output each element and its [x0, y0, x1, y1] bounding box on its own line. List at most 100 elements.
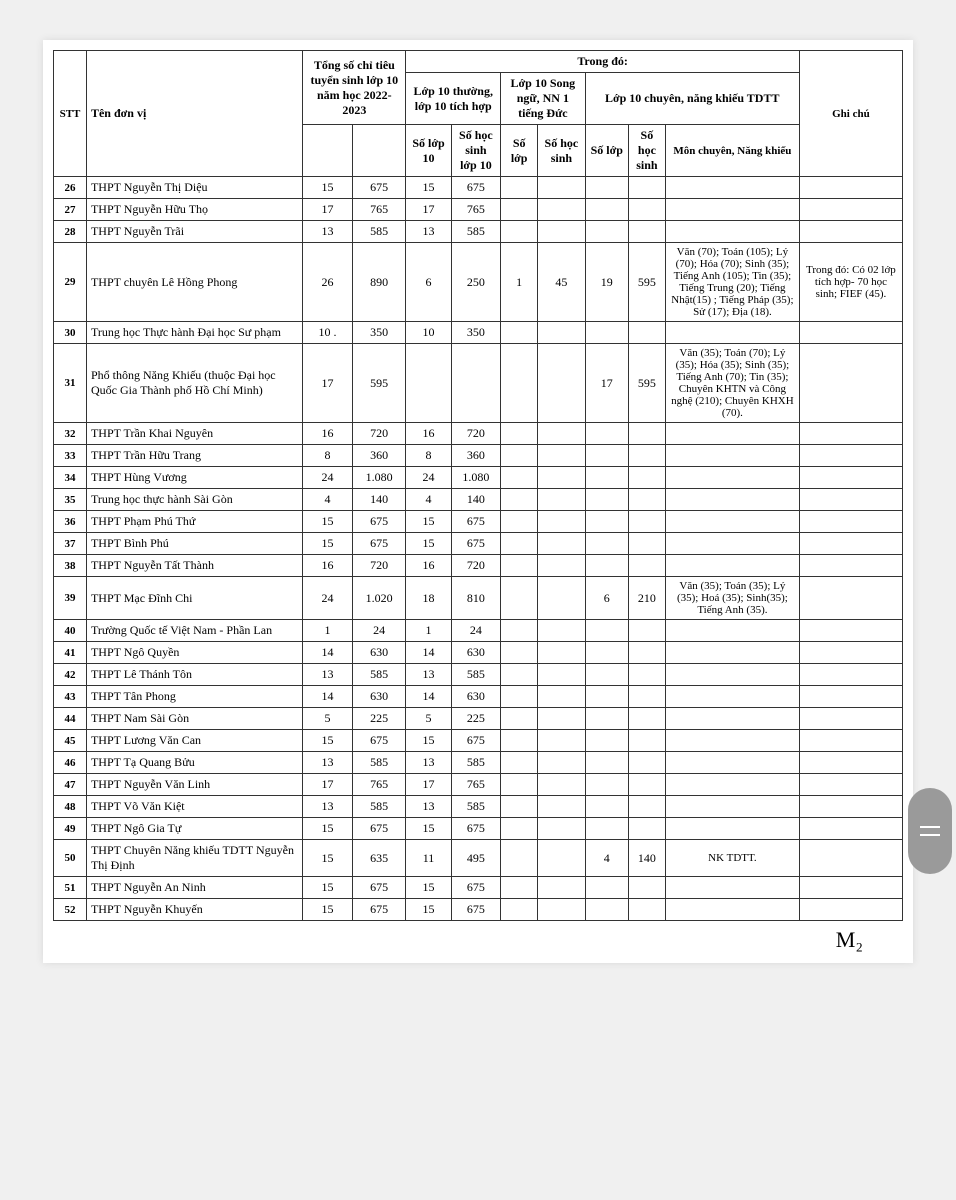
- cell-name: THPT Mạc Đĩnh Chi: [86, 577, 302, 620]
- cell-s2: [538, 445, 585, 467]
- cell-name: THPT Võ Văn Kiệt: [86, 796, 302, 818]
- cell-l2: [501, 730, 538, 752]
- cell-ghi: [799, 877, 902, 899]
- cell-mon: [665, 620, 799, 642]
- cell-l1: 13: [406, 796, 451, 818]
- cell-l1: [406, 344, 451, 423]
- table-row: 41THPT Ngô Quyền1463014630: [54, 642, 903, 664]
- cell-ts: 720: [352, 555, 406, 577]
- cell-stt: 35: [54, 489, 87, 511]
- cell-s3: 595: [628, 344, 665, 423]
- cell-l3: [585, 642, 628, 664]
- cell-name: THPT Tạ Quang Bửu: [86, 752, 302, 774]
- cell-s1: 630: [451, 686, 500, 708]
- cell-l2: [501, 752, 538, 774]
- cell-s2: [538, 840, 585, 877]
- cell-mon: [665, 774, 799, 796]
- cell-ts: 765: [352, 199, 406, 221]
- cell-l1: 15: [406, 877, 451, 899]
- cell-s1: [451, 344, 500, 423]
- cell-ghi: [799, 708, 902, 730]
- cell-ghi: [799, 818, 902, 840]
- cell-stt: 43: [54, 686, 87, 708]
- cell-ghi: [799, 322, 902, 344]
- cell-ts: 720: [352, 423, 406, 445]
- table-row: 45THPT Lương Văn Can1567515675: [54, 730, 903, 752]
- cell-ghi: [799, 840, 902, 877]
- cell-l2: [501, 840, 538, 877]
- cell-l3: 19: [585, 243, 628, 322]
- cell-tl: 15: [303, 730, 352, 752]
- cell-s3: [628, 899, 665, 921]
- cell-l3: [585, 730, 628, 752]
- cell-s3: 210: [628, 577, 665, 620]
- cell-mon: [665, 511, 799, 533]
- table-row: 48THPT Võ Văn Kiệt1358513585: [54, 796, 903, 818]
- cell-l2: [501, 489, 538, 511]
- cell-l1: 15: [406, 511, 451, 533]
- cell-name: THPT Lê Thánh Tôn: [86, 664, 302, 686]
- cell-ts: 350: [352, 322, 406, 344]
- cell-l2: [501, 511, 538, 533]
- cell-s1: 24: [451, 620, 500, 642]
- cell-mon: [665, 899, 799, 921]
- cell-ts: 24: [352, 620, 406, 642]
- cell-mon: Văn (35); Toán (35); Lý (35); Hoá (35); …: [665, 577, 799, 620]
- cell-ghi: [799, 344, 902, 423]
- signature: M₂: [53, 921, 903, 953]
- cell-l2: [501, 221, 538, 243]
- table-row: 49THPT Ngô Gia Tự1567515675: [54, 818, 903, 840]
- cell-ts: 675: [352, 877, 406, 899]
- cell-s1: 675: [451, 511, 500, 533]
- cell-ghi: [799, 796, 902, 818]
- cell-ts: 1.020: [352, 577, 406, 620]
- cell-name: THPT Tân Phong: [86, 686, 302, 708]
- cell-l3: [585, 445, 628, 467]
- cell-tl: 17: [303, 774, 352, 796]
- cell-mon: [665, 555, 799, 577]
- cell-l3: [585, 774, 628, 796]
- cell-ghi: [799, 774, 902, 796]
- cell-s1: 675: [451, 899, 500, 921]
- cell-s2: [538, 467, 585, 489]
- cell-s2: [538, 322, 585, 344]
- cell-mon: [665, 489, 799, 511]
- hdr-solop-s: Số lớp: [501, 125, 538, 177]
- cell-tl: 17: [303, 344, 352, 423]
- cell-tl: 15: [303, 840, 352, 877]
- cell-s1: 360: [451, 445, 500, 467]
- cell-ts: 675: [352, 818, 406, 840]
- cell-s3: [628, 642, 665, 664]
- cell-l3: [585, 177, 628, 199]
- cell-ghi: [799, 199, 902, 221]
- hdr-solop10: Số lớp 10: [406, 125, 451, 177]
- cell-s2: [538, 686, 585, 708]
- cell-mon: [665, 664, 799, 686]
- cell-tl: 26: [303, 243, 352, 322]
- cell-mon: [665, 818, 799, 840]
- hdr-ghichu: Ghi chú: [799, 51, 902, 177]
- cell-s2: [538, 221, 585, 243]
- cell-tl: 16: [303, 555, 352, 577]
- hdr-sohs-c: Số học sinh: [628, 125, 665, 177]
- cell-stt: 49: [54, 818, 87, 840]
- cell-stt: 48: [54, 796, 87, 818]
- cell-l1: 17: [406, 774, 451, 796]
- cell-l3: [585, 620, 628, 642]
- cell-tl: 15: [303, 533, 352, 555]
- cell-mon: [665, 423, 799, 445]
- cell-l1: 1: [406, 620, 451, 642]
- cell-l1: 5: [406, 708, 451, 730]
- cell-name: THPT Trần Khai Nguyên: [86, 423, 302, 445]
- cell-l2: [501, 344, 538, 423]
- cell-l3: [585, 796, 628, 818]
- table-row: 51THPT Nguyễn An Ninh1567515675: [54, 877, 903, 899]
- cell-l1: 17: [406, 199, 451, 221]
- cell-tl: 5: [303, 708, 352, 730]
- cell-s1: 250: [451, 243, 500, 322]
- table-row: 34THPT Hùng Vương241.080241.080: [54, 467, 903, 489]
- side-handle[interactable]: [908, 788, 952, 874]
- hdr-songngu: Lớp 10 Song ngữ, NN 1 tiếng Đức: [501, 73, 585, 125]
- cell-ts: 585: [352, 796, 406, 818]
- cell-l2: [501, 467, 538, 489]
